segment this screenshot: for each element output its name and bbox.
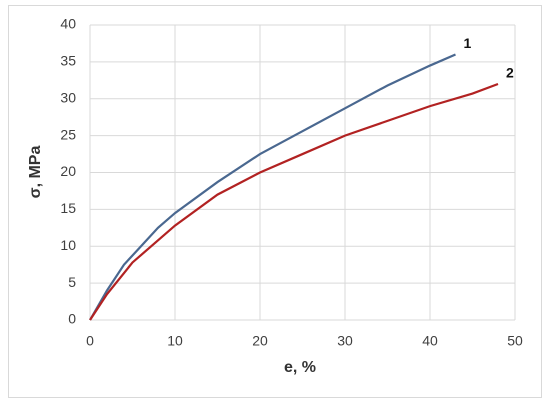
x-tick-label: 0 — [86, 333, 94, 349]
y-tick-label: 0 — [68, 311, 76, 327]
series-line — [89, 53, 456, 321]
x-tick-label: 50 — [507, 333, 523, 349]
y-axis-title: σ, MPa — [27, 146, 44, 199]
series-label: 2 — [506, 65, 514, 81]
x-tick-label: 10 — [167, 333, 183, 349]
x-tick-label: 20 — [252, 333, 268, 349]
y-tick-label: 10 — [60, 237, 76, 253]
chart-border — [8, 5, 542, 398]
series-label: 1 — [464, 35, 472, 51]
series-line — [89, 82, 499, 321]
y-tick-label: 5 — [68, 274, 76, 290]
y-tick-label: 40 — [60, 16, 76, 32]
x-tick-label: 30 — [337, 333, 353, 349]
x-axis-title: e, % — [284, 359, 316, 376]
x-tick-label: 40 — [422, 333, 438, 349]
y-tick-label: 25 — [60, 126, 76, 142]
y-tick-label: 15 — [60, 200, 76, 216]
y-tick-label: 20 — [60, 163, 76, 179]
y-tick-label: 35 — [60, 53, 76, 69]
y-tick-label: 30 — [60, 89, 76, 105]
